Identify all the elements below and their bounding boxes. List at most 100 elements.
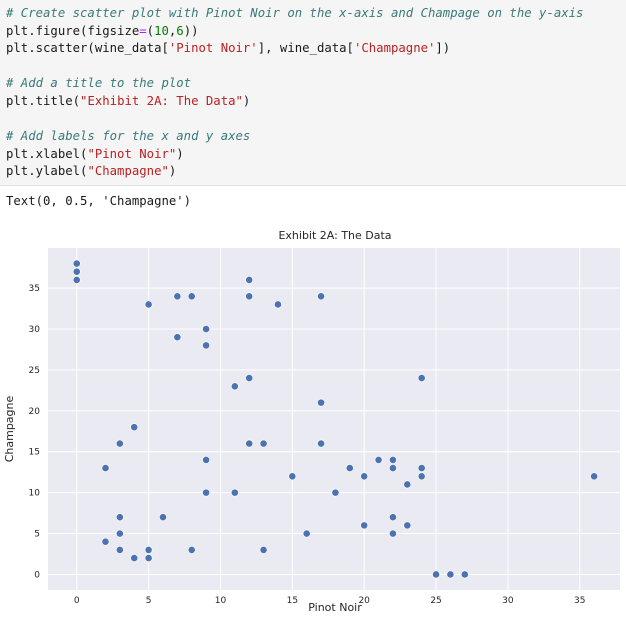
code-string: "Pinot Noir" xyxy=(87,146,177,161)
code-token: ]) xyxy=(435,41,451,56)
scatter-point xyxy=(72,276,81,284)
y-tick-label: 35 xyxy=(29,284,40,294)
x-tick-label: 20 xyxy=(358,596,370,606)
y-tick-label: 15 xyxy=(29,448,40,458)
code-operator: = xyxy=(139,23,147,38)
scatter-point xyxy=(302,529,311,538)
scatter-point xyxy=(417,472,426,481)
code-number: 6 xyxy=(176,23,184,38)
scatter-point xyxy=(317,292,325,301)
x-tick-label: 5 xyxy=(146,596,152,606)
code-line-3: plt.scatter(wine_data['Pinot Noir'], win… xyxy=(6,40,626,58)
scatter-point xyxy=(202,488,210,497)
x-axis-label: Pinot Noir xyxy=(308,601,362,614)
code-string: "Exhibit 2A: The Data" xyxy=(80,93,243,108)
x-tick-label: 30 xyxy=(502,596,514,606)
y-tick-label: 0 xyxy=(34,570,40,580)
scatter-point xyxy=(144,300,153,309)
scatter-point xyxy=(331,488,340,497)
scatter-point xyxy=(374,456,383,464)
code-cell[interactable]: # Create scatter plot with Pinot Noir on… xyxy=(0,0,626,186)
scatter-point xyxy=(460,570,469,579)
code-comment: # Add a title to the plot xyxy=(6,76,192,91)
scatter-point xyxy=(72,267,81,276)
scatter-point xyxy=(130,554,139,562)
scatter-point xyxy=(115,439,124,448)
scatter-point xyxy=(202,456,210,464)
code-string: 'Pinot Noir' xyxy=(168,41,258,56)
code-token: ) xyxy=(242,93,251,108)
code-line-5: # Add a title to the plot xyxy=(6,75,626,93)
scatter-point xyxy=(101,537,110,546)
y-tick-label: 25 xyxy=(29,366,40,376)
y-tick-label: 20 xyxy=(29,407,41,417)
scatter-point xyxy=(144,554,153,562)
scatter-point xyxy=(259,439,268,448)
scatter-point xyxy=(417,374,426,382)
code-comment: # Add labels for the x and y axes xyxy=(6,129,251,144)
code-token: plt.xlabel( xyxy=(6,146,88,161)
scatter-chart: 0 5 10 15 20 25 30 35 0 5 10 15 20 25 30 35 Exhibit 2A:… xyxy=(3,229,620,614)
scatter-point xyxy=(187,546,196,554)
scatter-point xyxy=(144,546,153,554)
tick-labels: 0 5 10 15 20 25 30 35 0 5 10 15 20 25 30 35 xyxy=(29,284,586,606)
scatter-point xyxy=(202,325,210,333)
code-token: ) xyxy=(168,164,177,179)
scatter-point xyxy=(245,292,254,301)
code-number: 10 xyxy=(154,23,169,38)
y-tick-label: 30 xyxy=(29,325,41,335)
scatter-point xyxy=(173,292,182,301)
code-token: ) xyxy=(176,146,184,161)
scatter-point xyxy=(317,439,325,448)
scatter-point xyxy=(389,456,397,464)
x-tick-label: 35 xyxy=(574,596,585,606)
scatter-point xyxy=(130,423,139,432)
scatter-point xyxy=(432,570,440,579)
code-string: 'Champagne' xyxy=(353,41,436,56)
scatter-point xyxy=(389,529,397,538)
code-token: )) xyxy=(183,23,199,38)
scatter-point xyxy=(159,513,167,522)
code-line-1: # Create scatter plot with Pinot Noir on… xyxy=(6,5,626,23)
scatter-point xyxy=(360,472,369,481)
scatter-point xyxy=(72,259,81,268)
code-line-6: plt.title("Exhibit 2A: The Data") xyxy=(6,93,626,111)
scatter-point xyxy=(115,529,124,538)
x-tick-label: 10 xyxy=(215,596,227,606)
x-tick-label: 15 xyxy=(287,596,298,606)
code-comment: # Create scatter plot with Pinot Noir on… xyxy=(6,6,584,20)
y-axis-label: Champagne xyxy=(3,395,16,462)
code-token: plt.figure(figsize xyxy=(6,23,140,38)
scatter-point xyxy=(230,382,239,391)
scatter-point xyxy=(245,276,254,284)
scatter-point xyxy=(274,300,282,309)
code-line-9: plt.xlabel("Pinot Noir") xyxy=(6,146,626,164)
code-line-10: plt.ylabel("Champagne") xyxy=(6,163,626,181)
scatter-point xyxy=(115,546,124,554)
scatter-point xyxy=(389,513,397,522)
scatter-point xyxy=(245,439,254,448)
plot-area xyxy=(48,248,620,590)
scatter-point xyxy=(187,292,196,301)
scatter-point xyxy=(360,521,369,530)
scatter-point xyxy=(417,464,426,472)
chart-title: Exhibit 2A: The Data xyxy=(278,229,391,242)
code-token: plt.ylabel( xyxy=(6,164,88,179)
scatter-point xyxy=(259,546,268,554)
code-token: ( xyxy=(146,23,155,38)
code-token: plt.scatter(wine_data[ xyxy=(6,41,169,56)
scatter-point xyxy=(101,464,110,472)
scatter-point xyxy=(389,464,397,472)
code-token: ], wine_data[ xyxy=(257,41,354,56)
grid-lines xyxy=(48,248,620,590)
scatter-point xyxy=(590,472,599,481)
code-token: , xyxy=(168,23,177,38)
x-tick-label: 25 xyxy=(430,596,441,606)
code-string: "Champagne" xyxy=(87,164,169,179)
scatter-point xyxy=(403,480,412,489)
scatter-point xyxy=(173,333,182,342)
scatter-point xyxy=(345,464,354,472)
scatter-point xyxy=(317,398,325,407)
scatter-point xyxy=(403,521,412,530)
scatter-point xyxy=(230,488,239,497)
